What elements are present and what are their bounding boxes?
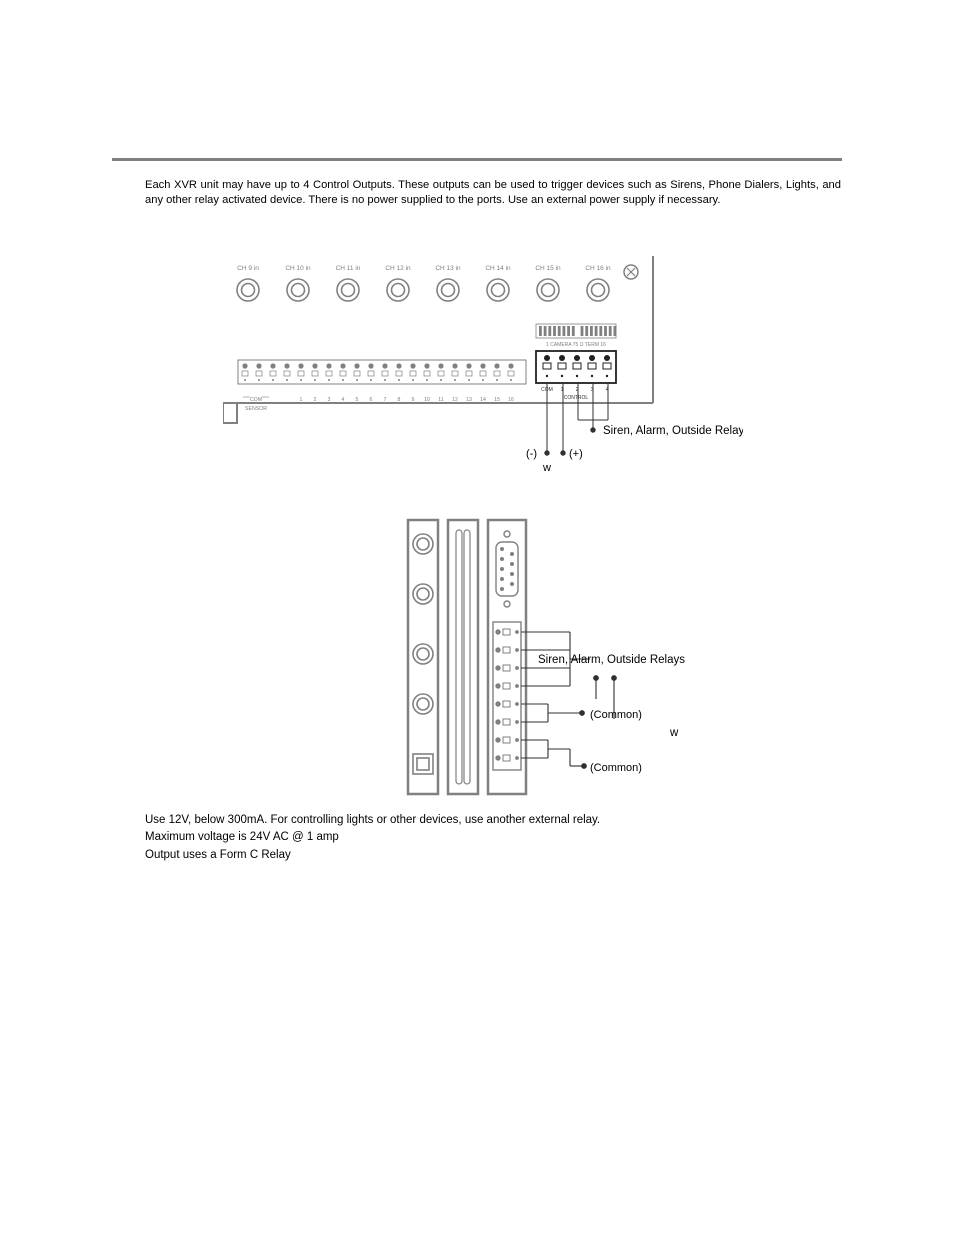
svg-text:CH 10 in: CH 10 in bbox=[285, 265, 311, 272]
relay-label-2: Siren, Alarm, Outside Relays bbox=[538, 654, 685, 666]
svg-text:14: 14 bbox=[480, 397, 486, 403]
svg-text:10: 10 bbox=[424, 397, 430, 403]
svg-text:12: 12 bbox=[452, 397, 458, 403]
svg-text:9: 9 bbox=[412, 397, 415, 403]
common-label-1: (Common) bbox=[590, 709, 642, 721]
common-label-2: (Common) bbox=[590, 762, 642, 774]
svg-text:15: 15 bbox=[494, 397, 500, 403]
note-line-3: Output uses a Form C Relay bbox=[145, 847, 841, 864]
svg-text:CH 11 in: CH 11 in bbox=[336, 265, 361, 272]
svg-text:CH 16 in: CH 16 in bbox=[585, 265, 611, 272]
svg-text:5: 5 bbox=[356, 397, 359, 403]
notes-block: Use 12V, below 300mA. For controlling li… bbox=[145, 812, 841, 864]
com-label: COM bbox=[250, 397, 262, 403]
svg-text:CH 15 in: CH 15 in bbox=[535, 265, 561, 272]
diagram-top: CH 9 in CH 10 in CH 11 in CH 12 in CH 13 in C… bbox=[223, 248, 743, 488]
svg-text:13: 13 bbox=[466, 397, 472, 403]
svg-text:6: 6 bbox=[370, 397, 373, 403]
svg-text:8: 8 bbox=[398, 397, 401, 403]
intro-paragraph: Each XVR unit may have up to 4 Control O… bbox=[145, 178, 841, 208]
svg-text:4: 4 bbox=[342, 397, 345, 403]
svg-text:16: 16 bbox=[508, 397, 514, 403]
svg-text:7: 7 bbox=[384, 397, 387, 403]
page: Each XVR unit may have up to 4 Control O… bbox=[0, 0, 954, 1235]
svg-text:CH 13 in: CH 13 in bbox=[435, 265, 461, 272]
svg-text:11: 11 bbox=[438, 397, 443, 403]
control-label: CONTROL bbox=[564, 395, 589, 401]
w-label-1: w bbox=[542, 462, 551, 474]
svg-text:1: 1 bbox=[300, 397, 303, 403]
note-line-1: Use 12V, below 300mA. For controlling li… bbox=[145, 812, 841, 829]
sensor-label: SENSOR bbox=[245, 406, 267, 412]
w-label-2: w bbox=[669, 727, 679, 739]
svg-text:CH 14 in: CH 14 in bbox=[485, 265, 511, 272]
pos-label: (+) bbox=[569, 448, 583, 460]
relay-label-1: Siren, Alarm, Outside Relays bbox=[603, 425, 743, 437]
diagram-bottom: Siren, Alarm, Outside Relays (Common) (C… bbox=[400, 514, 740, 804]
svg-text:3: 3 bbox=[328, 397, 331, 403]
svg-text:CH 9 in: CH 9 in bbox=[237, 265, 259, 272]
svg-text:CH 12 in: CH 12 in bbox=[385, 265, 411, 272]
top-rule bbox=[112, 158, 842, 161]
svg-text:2: 2 bbox=[314, 397, 317, 403]
camera-term-label: 1 CAMERA 75 Ω TERM 16 bbox=[546, 342, 606, 348]
note-line-2: Maximum voltage is 24V AC @ 1 amp bbox=[145, 829, 841, 846]
neg-label: (-) bbox=[526, 448, 537, 460]
